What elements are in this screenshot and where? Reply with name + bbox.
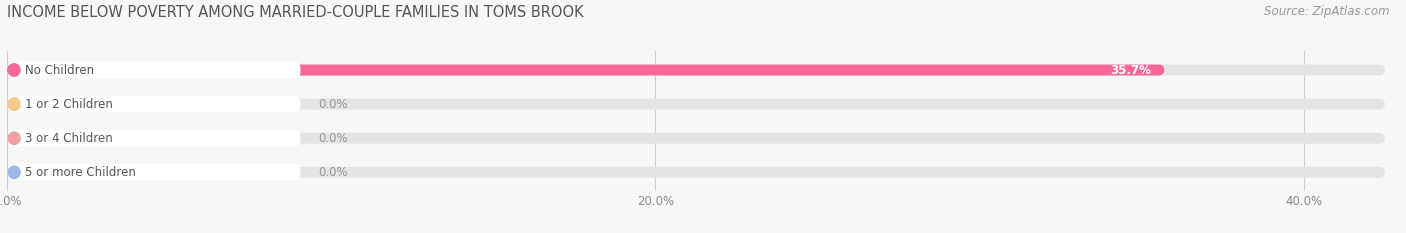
FancyBboxPatch shape <box>7 133 1385 144</box>
Circle shape <box>8 166 20 178</box>
FancyBboxPatch shape <box>7 99 1385 110</box>
Text: INCOME BELOW POVERTY AMONG MARRIED-COUPLE FAMILIES IN TOMS BROOK: INCOME BELOW POVERTY AMONG MARRIED-COUPL… <box>7 5 583 20</box>
FancyBboxPatch shape <box>7 167 1385 178</box>
Circle shape <box>8 64 20 76</box>
FancyBboxPatch shape <box>8 130 301 146</box>
FancyBboxPatch shape <box>8 96 301 112</box>
FancyBboxPatch shape <box>8 62 301 78</box>
Text: 3 or 4 Children: 3 or 4 Children <box>25 132 112 145</box>
Text: 1 or 2 Children: 1 or 2 Children <box>25 98 112 111</box>
Text: No Children: No Children <box>25 64 94 76</box>
Text: 0.0%: 0.0% <box>318 98 347 111</box>
FancyBboxPatch shape <box>7 65 1164 75</box>
FancyBboxPatch shape <box>8 164 301 181</box>
Text: 0.0%: 0.0% <box>318 132 347 145</box>
Circle shape <box>8 132 20 144</box>
Circle shape <box>8 98 20 110</box>
Text: Source: ZipAtlas.com: Source: ZipAtlas.com <box>1264 5 1389 18</box>
Text: 5 or more Children: 5 or more Children <box>25 166 136 179</box>
FancyBboxPatch shape <box>7 65 1385 75</box>
Text: 35.7%: 35.7% <box>1111 64 1152 76</box>
Text: 0.0%: 0.0% <box>318 166 347 179</box>
